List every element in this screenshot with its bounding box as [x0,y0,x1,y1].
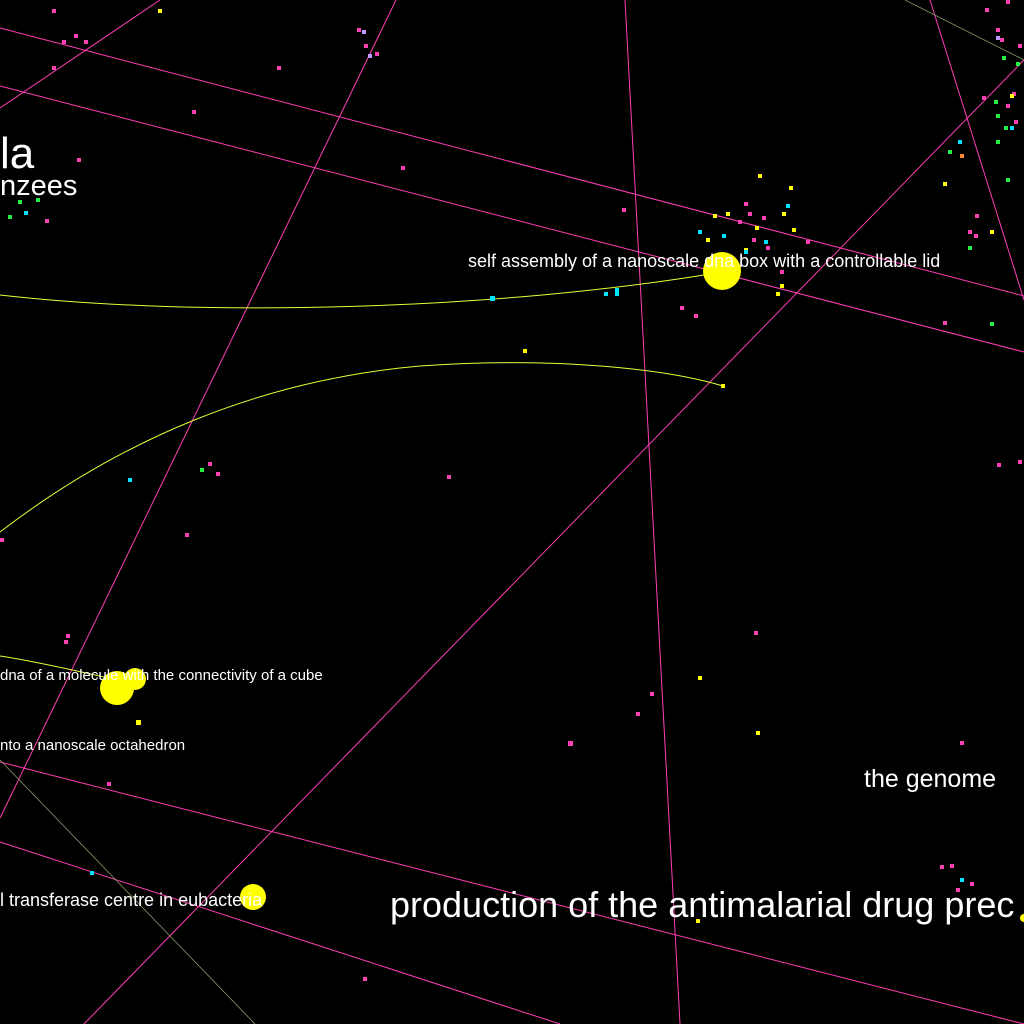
node-label-octahedron[interactable]: nto a nanoscale octahedron [0,737,186,754]
node-label-antimalarial[interactable]: production of the antimalarial drug prec [390,884,1015,925]
node-label-dna-box[interactable]: self assembly of a nanoscale dna box wit… [468,251,941,271]
node-label-cube[interactable]: dna of a molecule with the connectivity … [0,667,323,684]
node-label-transferase[interactable]: l transferase centre in eubacteria [0,890,263,910]
node-label-genome[interactable]: the genome [864,765,997,793]
minor-nodes[interactable] [0,0,1022,981]
node-label-la[interactable]: la [0,129,35,178]
node-label-nzees[interactable]: nzees [0,170,78,202]
major-nodes[interactable] [100,252,1024,922]
